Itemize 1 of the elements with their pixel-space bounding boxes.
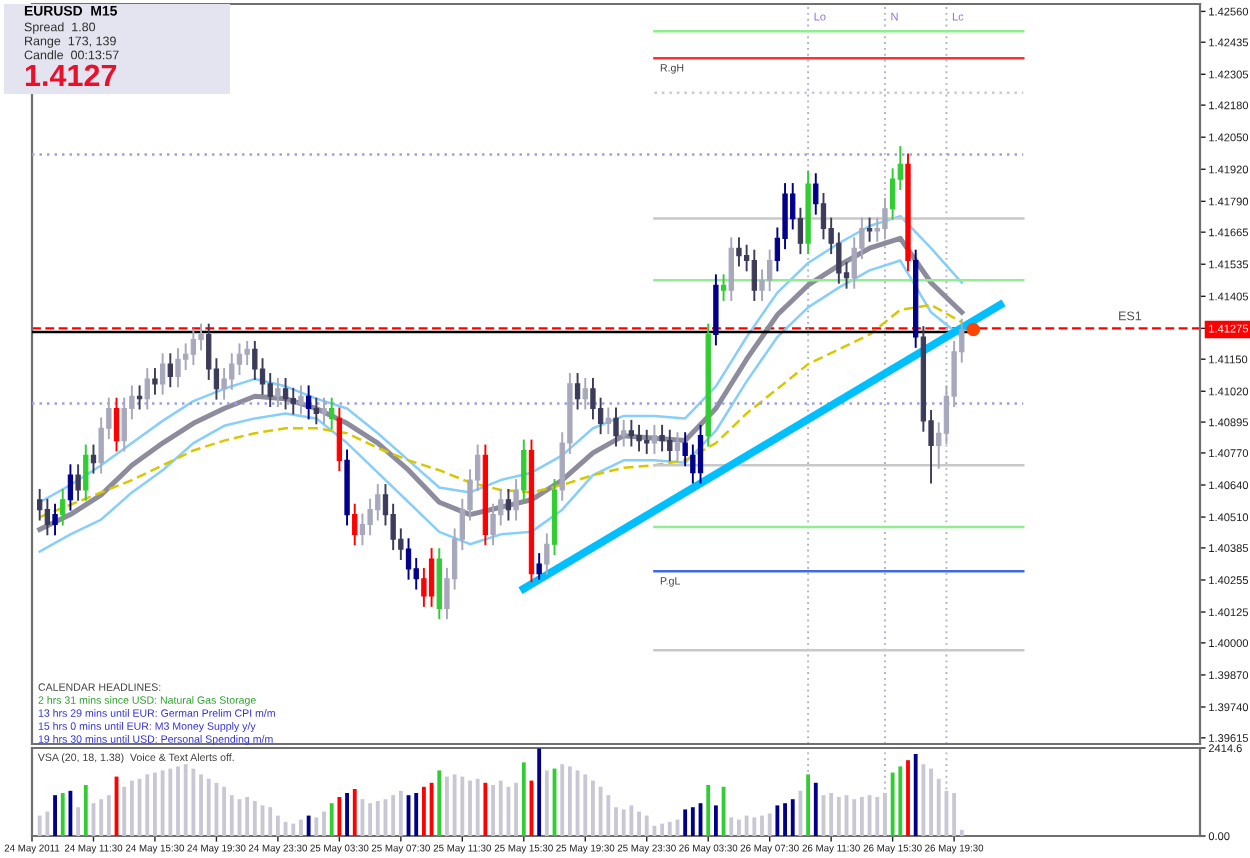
annotation: 1.4127	[25, 64, 117, 86]
